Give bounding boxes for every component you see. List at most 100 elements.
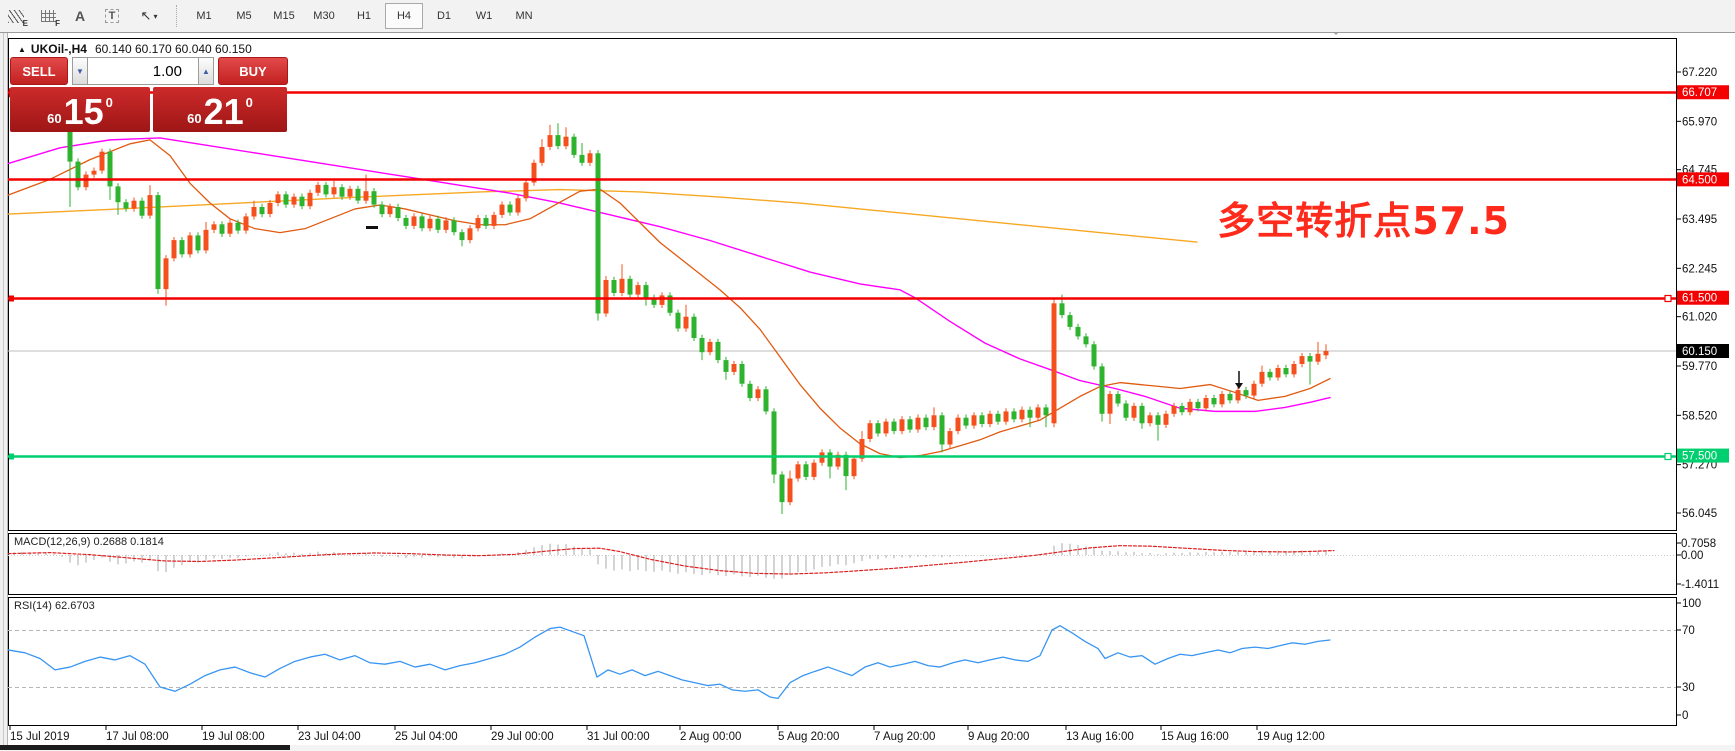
macd-level-label: -1.4011 — [1681, 579, 1719, 591]
macd-signal-line — [7, 545, 1335, 575]
buy-button[interactable]: BUY — [218, 57, 288, 85]
timeframe-buttons: M1 M5 M15 M30 H1 H4 D1 W1 MN — [184, 3, 544, 29]
ask-big-digits: 21 — [203, 91, 244, 132]
price-line-label-box — [1677, 85, 1729, 100]
price-line-label: 64.500 — [1682, 174, 1717, 186]
date-label: 13 Aug 16:00 — [1066, 731, 1134, 743]
hatch-glyph — [8, 9, 24, 23]
date-label: 15 Jul 2019 — [10, 731, 69, 743]
rsi-level-label: 0 — [1682, 710, 1688, 722]
sell-button[interactable]: SELL — [10, 57, 68, 85]
chevron-down-icon: ▾ — [153, 11, 158, 21]
macd-panel-frame[interactable] — [8, 533, 1677, 595]
down-arrow-icon[interactable] — [1235, 383, 1243, 389]
price-tick-label: 58.520 — [1682, 410, 1717, 422]
price-line-label-box — [1677, 290, 1729, 305]
price-tick-label: 61.020 — [1682, 312, 1717, 324]
collapse-triangle-icon[interactable]: ▲ — [18, 45, 26, 54]
price-line-label: 66.707 — [1682, 87, 1717, 99]
macd-level-label: 0.00 — [1681, 550, 1703, 562]
date-label: 15 Aug 16:00 — [1161, 731, 1229, 743]
grid-glyph — [40, 10, 56, 22]
volume-increase-button[interactable]: ▲ — [198, 57, 214, 85]
window-left-frame — [0, 33, 8, 745]
rsi-indicator-label: RSI(14) 62.6703 — [14, 600, 95, 612]
timeframe-w1-button[interactable]: W1 — [475, 10, 493, 22]
price-line-label: 57.500 — [1682, 451, 1717, 463]
price-line-label-box — [1677, 344, 1729, 359]
date-label: 17 Jul 08:00 — [106, 731, 169, 743]
date-label: 7 Aug 20:00 — [874, 731, 935, 743]
ma-fast-line — [7, 139, 1331, 459]
equidistant-channel-icon[interactable]: E — [1, 3, 31, 29]
timeframe-h4-button[interactable]: H4 — [385, 3, 423, 29]
volume-input[interactable] — [88, 57, 198, 85]
price-line-label: 60.150 — [1682, 346, 1717, 358]
price-line-label: 61.500 — [1682, 293, 1717, 305]
chart-title: ▲ UKOil-,H4 60.140 60.170 60.040 60.150 — [18, 42, 252, 56]
rsi-line — [7, 625, 1331, 700]
date-label: 19 Jul 08:00 — [202, 731, 265, 743]
toolbar: E F A T ↖ ▾ M1 M5 M15 M30 H1 H4 D1 W1 MN — [0, 0, 1735, 33]
price-tick-label: 65.970 — [1682, 116, 1717, 128]
bid-superscript: 0 — [105, 95, 113, 110]
macd-level-label: 0.7058 — [1681, 538, 1716, 550]
price-tick-label: 62.245 — [1682, 263, 1717, 275]
rsi-level-label: 100 — [1682, 598, 1701, 610]
timeframe-m5-button[interactable]: M5 — [236, 10, 252, 22]
text-label-icon[interactable]: A — [65, 3, 95, 29]
date-label: 25 Jul 04:00 — [395, 731, 458, 743]
volume-decrease-button[interactable]: ▼ — [72, 57, 88, 85]
rsi-level-label: 70 — [1682, 625, 1695, 637]
bid-price-button[interactable]: 60 15 0 — [10, 87, 150, 132]
bid-prefix: 60 — [47, 111, 62, 126]
bid-big-digits: 15 — [63, 91, 104, 132]
line-handle[interactable] — [9, 295, 14, 302]
rsi-panel-frame[interactable] — [8, 597, 1677, 726]
horizontal-scrollbar[interactable] — [0, 745, 1735, 751]
timeframe-d1-button[interactable]: D1 — [436, 10, 452, 22]
tool-sub-label: F — [55, 19, 60, 28]
price-line-label-box — [1677, 448, 1729, 463]
timeframe-m1-button[interactable]: M1 — [196, 10, 212, 22]
timeframe-m30-button[interactable]: M30 — [313, 10, 335, 22]
date-label: 31 Jul 00:00 — [587, 731, 650, 743]
ma-mid-line — [7, 137, 1331, 413]
cursor-glyph: ↖ — [140, 8, 152, 23]
date-label: 9 Aug 20:00 — [968, 731, 1029, 743]
tool-sub-label: E — [22, 19, 28, 28]
date-label: 29 Jul 00:00 — [491, 731, 554, 743]
annotation-text[interactable]: 多空转折点57.5 — [1217, 199, 1510, 243]
toolbar-separator — [176, 5, 178, 27]
date-label: 23 Jul 04:00 — [298, 731, 361, 743]
date-label: 2 Aug 00:00 — [680, 731, 741, 743]
line-handle[interactable] — [1664, 452, 1672, 461]
a-glyph: A — [74, 8, 86, 24]
scrollbar-thumb[interactable] — [0, 745, 290, 750]
timeframe-h1-button[interactable]: H1 — [356, 10, 372, 22]
timeframe-mn-button[interactable]: MN — [515, 10, 533, 22]
macd-indicator-label: MACD(12,26,9) 0.2688 0.1814 — [14, 536, 164, 548]
ohlc-quote: 60.140 60.170 60.040 60.150 — [94, 42, 252, 56]
text-box-icon[interactable]: T — [97, 3, 127, 29]
symbol-label: UKOil-,H4 — [30, 42, 87, 56]
candles-group — [11, 90, 1329, 514]
rsi-level-label: 30 — [1682, 682, 1695, 694]
ask-price-button[interactable]: 60 21 0 — [153, 87, 287, 132]
line-handle[interactable] — [1664, 294, 1672, 303]
ma-slow-line — [7, 188, 1198, 243]
price-tick-label: 59.770 — [1682, 361, 1717, 373]
price-tick-label: 57.270 — [1682, 460, 1717, 472]
timeframe-m15-button[interactable]: M15 — [273, 10, 295, 22]
line-handle[interactable] — [9, 453, 14, 460]
ask-superscript: 0 — [245, 95, 253, 110]
t-glyph: T — [104, 9, 120, 23]
fibonacci-grid-icon[interactable]: F — [33, 3, 63, 29]
black-dash-mark[interactable] — [366, 226, 378, 229]
arrows-tool-icon[interactable]: ↖ ▾ — [129, 3, 169, 29]
price-tick-label: 56.045 — [1682, 508, 1717, 520]
price-tick-label: 67.220 — [1682, 67, 1717, 79]
price-line-label-box — [1677, 172, 1729, 187]
